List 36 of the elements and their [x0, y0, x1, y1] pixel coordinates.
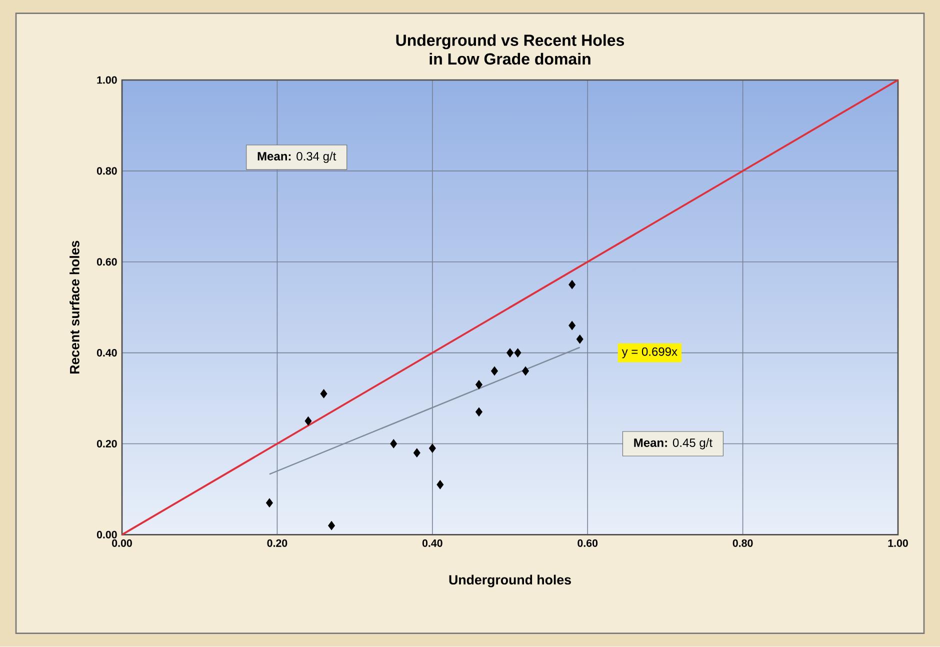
x-tick-label: 0.80 — [732, 540, 753, 548]
point — [390, 439, 398, 448]
x-tick-label: 0.20 — [267, 540, 288, 548]
y-tick-label: 0.80 — [96, 167, 117, 175]
point — [475, 380, 482, 390]
point — [475, 408, 482, 417]
chart-subtitle: in Low Grade domain — [430, 53, 590, 65]
point — [304, 416, 312, 426]
x-axis-title: Underground holes — [449, 574, 571, 588]
annotation: y = 0.699x — [622, 348, 678, 358]
point — [266, 498, 273, 508]
point — [328, 521, 335, 530]
x-tick-label: 0.40 — [422, 540, 442, 548]
x-tick-label: 1.00 — [888, 540, 908, 548]
x-tick-label: 0.60 — [578, 540, 598, 548]
annotation: Mean: 0.45 g/t — [634, 438, 712, 450]
point — [514, 348, 522, 358]
point — [506, 348, 514, 358]
point — [320, 389, 328, 398]
point — [576, 334, 584, 344]
point — [491, 366, 498, 376]
chart-title: Underground vs Recent Holes — [396, 34, 624, 50]
y-axis-title: Recent surface holes — [70, 240, 80, 374]
annotation: Mean: 0.34 g/t — [258, 152, 336, 164]
point — [436, 480, 444, 490]
point — [428, 444, 436, 453]
y-tick-label: 0.20 — [96, 440, 117, 448]
point — [413, 448, 420, 458]
point — [522, 366, 529, 376]
point — [568, 280, 576, 290]
y-tick-label: 1.00 — [97, 76, 117, 84]
y-tick-label: 0.60 — [96, 258, 117, 266]
y-tick-label: 0.40 — [96, 349, 117, 357]
x-tick-label: 0.00 — [112, 540, 132, 548]
y-tick-label: 0.00 — [96, 531, 117, 539]
point — [568, 321, 576, 330]
